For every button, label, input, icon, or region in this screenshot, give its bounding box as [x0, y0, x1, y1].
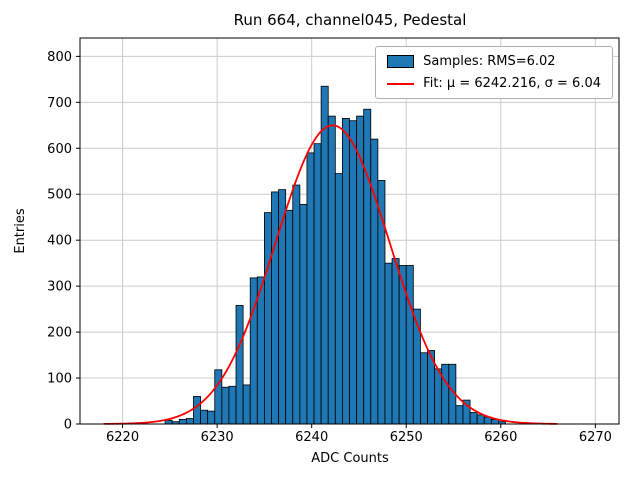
- histogram-bar: [455, 405, 464, 425]
- histogram-bar: [235, 305, 244, 425]
- histogram-bar: [164, 419, 173, 425]
- x-axis-label: ADC Counts: [311, 451, 389, 466]
- x-tick-label: 6230: [201, 430, 234, 445]
- histogram-bar: [200, 409, 209, 425]
- legend-entry-samples: Samples: RMS=6.02: [387, 54, 601, 69]
- histogram-bar: [214, 369, 223, 425]
- histogram-bar: [327, 115, 336, 425]
- y-tick-label: 100: [47, 372, 72, 387]
- histogram-bar: [320, 85, 329, 425]
- axes-frame: [79, 37, 620, 425]
- histogram-bar: [292, 184, 301, 425]
- y-tick-label: 600: [47, 142, 72, 157]
- histogram-bar: [334, 173, 343, 425]
- histogram-bar: [228, 385, 237, 425]
- x-tick-label: 6260: [484, 430, 517, 445]
- x-tick-label: 6250: [390, 430, 423, 445]
- histogram-bar: [363, 108, 372, 425]
- y-tick-label: 400: [47, 234, 72, 249]
- chart-title: Run 664, channel045, Pedestal: [233, 11, 467, 29]
- y-tick-label: 800: [47, 50, 72, 65]
- histogram-bar: [476, 414, 485, 425]
- y-tick-label: 0: [64, 418, 72, 433]
- histogram-bar: [221, 386, 230, 425]
- histogram-bar: [263, 212, 272, 425]
- legend-entry-fit: Fit: μ = 6242.216, σ = 6.04: [387, 76, 601, 91]
- x-tick-label: 6220: [106, 430, 139, 445]
- histogram-bar: [370, 138, 379, 425]
- samples-swatch: [387, 55, 415, 68]
- histogram-bar: [412, 308, 421, 425]
- histogram-bar: [420, 352, 428, 425]
- histogram-bar: [193, 396, 201, 425]
- histogram-bar: [342, 118, 350, 425]
- histogram-bar: [256, 276, 265, 425]
- y-tick-label: 700: [47, 96, 72, 111]
- histogram-bar: [285, 209, 294, 425]
- histogram-bar: [384, 262, 393, 425]
- y-tick-label: 300: [47, 280, 72, 295]
- histogram-bar: [185, 418, 194, 425]
- legend: Samples: RMS=6.02 Fit: μ = 6242.216, σ =…: [375, 46, 613, 99]
- histogram-bar: [349, 120, 357, 425]
- x-tick-label: 6240: [295, 430, 328, 445]
- fit-line-swatch: [387, 82, 415, 85]
- histogram-bar: [271, 191, 279, 425]
- legend-fit-label: Fit: μ = 6242.216, σ = 6.04: [423, 76, 601, 91]
- y-axis-label: Entries: [13, 208, 28, 254]
- histogram-bar: [441, 363, 450, 425]
- histogram-bar: [391, 258, 400, 425]
- histogram-bar: [469, 412, 478, 425]
- fit-curve: [103, 124, 558, 425]
- histogram-bar: [178, 419, 187, 425]
- legend-samples-label: Samples: RMS=6.02: [423, 54, 556, 69]
- y-tick-label: 200: [47, 326, 72, 341]
- histogram-bar: [434, 368, 443, 425]
- histogram-bar: [299, 203, 308, 425]
- histogram-bar: [313, 143, 322, 425]
- y-tick-label: 500: [47, 188, 72, 203]
- histogram-bar: [405, 265, 414, 425]
- x-tick-label: 6270: [579, 430, 612, 445]
- histogram-bar: [306, 152, 315, 425]
- histogram-bar: [242, 384, 251, 425]
- histogram-bar: [207, 410, 216, 425]
